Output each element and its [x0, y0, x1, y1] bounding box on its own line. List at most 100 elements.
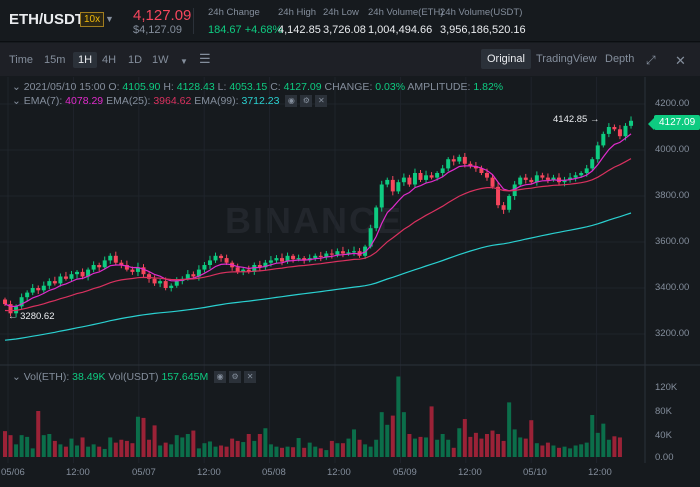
stat-24h-volume-eth: 24h Volume(ETH) 1,004,494.66: [368, 7, 444, 36]
volume-bar: [14, 444, 19, 457]
candle-body: [612, 127, 617, 130]
close-icon[interactable]: ✕: [675, 53, 686, 68]
volume-bar: [58, 444, 63, 457]
volume-bar: [8, 435, 13, 457]
volume-tick: 80K: [655, 406, 672, 417]
candle-body: [291, 255, 296, 260]
candle-body: [518, 177, 523, 185]
candle-body: [135, 267, 140, 272]
date-label: 12:00: [588, 467, 612, 478]
candle-body: [163, 281, 168, 288]
volume-bar: [119, 439, 124, 457]
candle-body: [69, 274, 74, 279]
candle-body: [379, 184, 384, 208]
volume-bar: [501, 440, 506, 457]
candle-body: [390, 179, 395, 192]
candle-body: [484, 173, 489, 178]
view-depth[interactable]: Depth: [605, 53, 635, 65]
interval-time[interactable]: Time: [9, 54, 34, 66]
price-tick: 3400.00: [655, 282, 690, 293]
view-tradingview[interactable]: TradingView: [536, 53, 597, 65]
candle-body: [80, 271, 85, 277]
ema25-line: [4, 158, 632, 312]
more-intervals-chevron-icon[interactable]: ▼: [180, 57, 188, 66]
candle-body: [412, 173, 417, 185]
pair-selector[interactable]: ETH/USDT: [9, 11, 84, 28]
volume-bar: [484, 434, 489, 457]
view-original[interactable]: Original: [481, 49, 531, 69]
close-icon[interactable]: ✕: [244, 371, 257, 384]
candle-body: [329, 253, 334, 255]
candle-body: [3, 299, 7, 305]
price-tick: 3600.00: [655, 236, 690, 247]
interval-4h[interactable]: 4H: [102, 54, 117, 66]
candle-body: [545, 177, 550, 180]
chart-area[interactable]: [0, 77, 700, 487]
volume-bar: [523, 438, 528, 457]
volume-bar: [3, 431, 7, 457]
settings-icon[interactable]: ⚙: [300, 95, 313, 108]
interval-1d[interactable]: 1D: [128, 54, 143, 66]
price-tick: 3800.00: [655, 190, 690, 201]
settings-sliders-icon[interactable]: ☰: [199, 51, 211, 66]
candle-body: [202, 265, 207, 270]
volume-bar: [230, 438, 235, 457]
candle-body: [479, 168, 484, 173]
candle-body: [529, 179, 534, 183]
candle-body: [629, 120, 634, 126]
date-label: 05/10: [523, 467, 547, 478]
candle-body: [490, 177, 495, 187]
eye-icon[interactable]: ◉: [214, 371, 227, 384]
interval-1w[interactable]: 1W: [152, 54, 169, 66]
candle-body: [468, 163, 473, 167]
fullscreen-icon[interactable]: ⤢: [646, 53, 656, 67]
candle-body: [219, 255, 224, 259]
eye-icon[interactable]: ◉: [285, 95, 298, 108]
volume-bar: [141, 417, 146, 457]
volume-bar: [368, 446, 373, 457]
settings-icon[interactable]: ⚙: [229, 371, 242, 384]
candle-body: [241, 269, 246, 272]
date-label: 12:00: [458, 467, 482, 478]
candle-body: [8, 304, 13, 314]
candle-body: [584, 168, 589, 173]
ema7-line: [4, 133, 632, 307]
volume-bar: [252, 440, 257, 457]
volume-bar: [457, 428, 462, 457]
volume-bar: [617, 437, 622, 457]
volume-bar: [324, 450, 329, 457]
candle-body: [47, 281, 52, 286]
volume-tick: 0.00: [655, 452, 674, 463]
volume-legend: ⌄ Vol(ETH): 38.49K Vol(USDT) 157.645M ◉ ⚙…: [12, 371, 257, 384]
volume-bar: [91, 444, 96, 457]
candle-body: [58, 276, 63, 284]
candle-body: [36, 288, 41, 291]
volume-bar: [152, 425, 157, 457]
stat-24h-high: 24h High 4,142.85: [278, 7, 321, 36]
volume-bar: [390, 415, 395, 457]
candle-body: [501, 205, 506, 210]
candle-body: [302, 258, 307, 261]
volume-bar: [235, 440, 240, 457]
volume-bar: [108, 437, 113, 457]
interval-1h[interactable]: 1H: [73, 52, 98, 68]
candle-body: [418, 173, 423, 180]
interval-15m[interactable]: 15m: [44, 54, 66, 66]
chevron-down-icon[interactable]: ▼: [105, 14, 114, 24]
volume-bar: [568, 448, 573, 457]
volume-bar: [346, 438, 351, 457]
close-icon[interactable]: ✕: [315, 95, 328, 108]
candle-body: [91, 265, 96, 270]
candle-body: [352, 251, 357, 253]
candle-body: [97, 265, 102, 268]
volume-bar: [263, 428, 268, 457]
candle-body: [523, 177, 528, 180]
leverage-badge[interactable]: 10x: [80, 12, 105, 27]
ema-legend: ⌄ EMA(7): 4078.29 EMA(25): 3964.62 EMA(9…: [12, 95, 328, 108]
candle-body: [108, 255, 113, 261]
volume-bar: [47, 434, 52, 457]
volume-bar: [69, 438, 74, 457]
candle-body: [25, 292, 30, 298]
volume-bar: [595, 432, 600, 457]
